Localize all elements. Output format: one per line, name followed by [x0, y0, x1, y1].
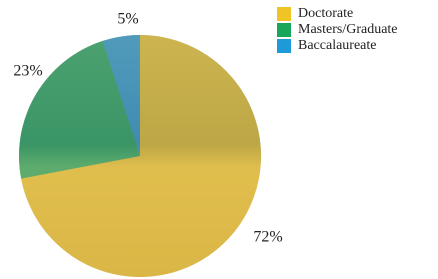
- legend-label: Masters/Graduate: [298, 22, 398, 37]
- value-label: 5%: [117, 11, 138, 28]
- legend-swatch: [277, 7, 291, 21]
- legend-label: Doctorate: [298, 6, 353, 21]
- legend-label: Baccalaureate: [298, 38, 377, 53]
- value-label: 23%: [13, 63, 42, 80]
- legend-swatch: [277, 39, 291, 53]
- chart: 72% 23% 5% DoctorateMasters/GraduateBaccal…: [0, 0, 438, 279]
- value-label: 72%: [253, 229, 282, 246]
- legend-swatch: [277, 23, 291, 37]
